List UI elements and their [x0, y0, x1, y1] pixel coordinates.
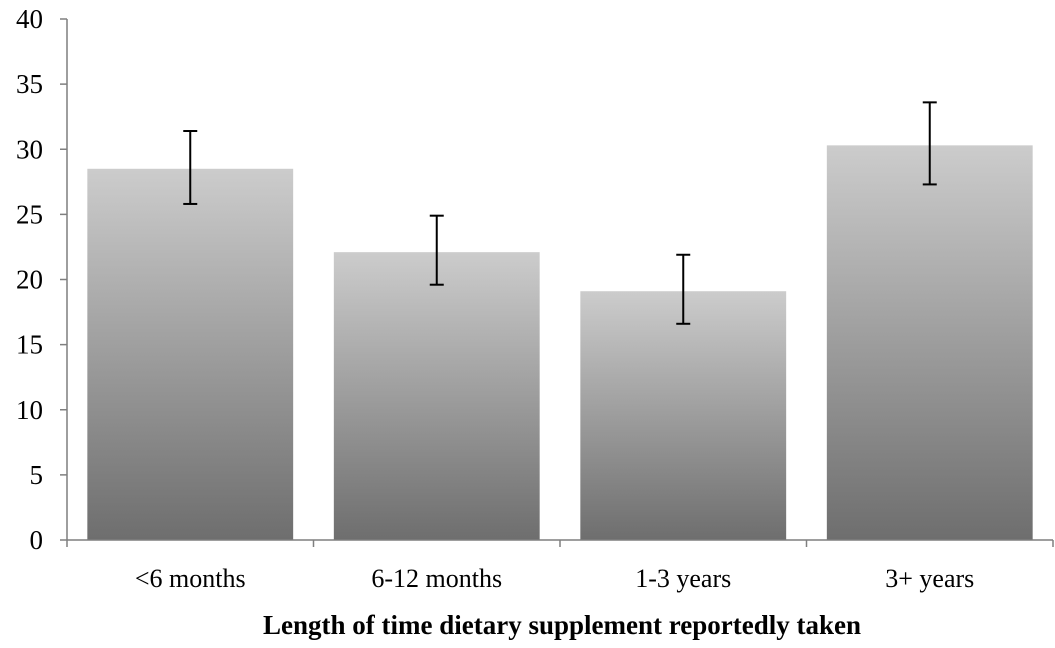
bar — [580, 291, 787, 540]
error-bars — [183, 101, 937, 325]
bars — [87, 145, 1033, 540]
y-tick-label: 20 — [16, 265, 43, 295]
y-tick-label: 10 — [16, 395, 43, 425]
y-tick-label: 30 — [16, 134, 43, 164]
x-axis: <6 months 6-12 months 1-3 years 3+ years — [66, 539, 1054, 593]
x-axis-title: Length of time dietary supplement report… — [263, 610, 861, 640]
y-tick-label: 35 — [16, 69, 43, 99]
y-tick-label: 15 — [16, 330, 43, 360]
x-tick-label: 1-3 years — [635, 564, 731, 593]
bar — [333, 252, 540, 540]
bar — [826, 145, 1033, 540]
x-tick-label: <6 months — [135, 564, 246, 593]
y-tick-label: 5 — [30, 460, 44, 490]
x-tick-label: 3+ years — [885, 564, 974, 593]
y-tick-label: 40 — [16, 4, 43, 34]
bar — [87, 168, 294, 540]
y-axis: 0 5 10 15 20 25 30 35 40 — [16, 4, 68, 555]
y-tick-label: 0 — [30, 525, 44, 555]
y-tick-label: 25 — [16, 199, 43, 229]
x-tick-label: 6-12 months — [371, 564, 502, 593]
